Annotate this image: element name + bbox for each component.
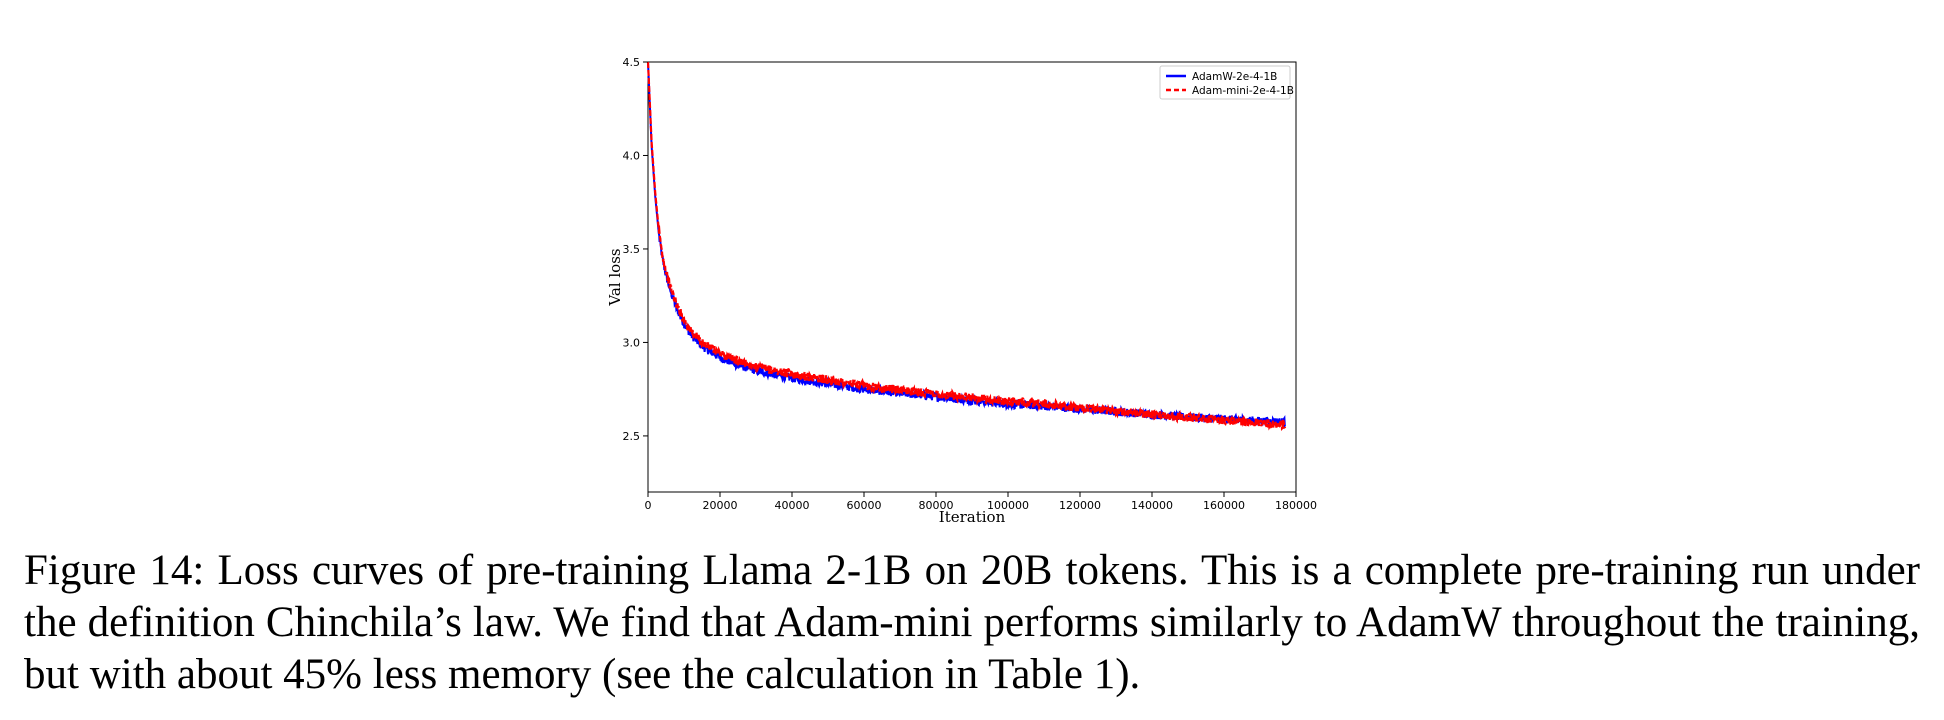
figure-caption: Figure 14: Loss curves of pre-training L… <box>24 547 1920 698</box>
plot-area <box>647 61 1297 493</box>
x-tick-label: 60000 <box>847 499 882 512</box>
y-tick-label: 3.0 <box>623 336 641 349</box>
legend-box <box>1159 65 1291 100</box>
x-tick-label: 140000 <box>1131 499 1173 512</box>
loss-chart: 0 20000 40000 60000 80000 100000 120000 140000 1… <box>606 56 1317 526</box>
y-tick-label: 4.0 <box>623 149 641 162</box>
x-tick-label: 0 <box>645 499 652 512</box>
x-tick-label: 80000 <box>919 499 954 512</box>
y-tick-label: 4.5 <box>623 56 641 69</box>
x-tick-label: 40000 <box>775 499 810 512</box>
x-tick-label: 160000 <box>1203 499 1245 512</box>
series-layer <box>646 61 1287 432</box>
y-tick-label: 3.5 <box>623 243 641 256</box>
x-axis: 0 20000 40000 60000 80000 100000 120000 140000 1… <box>645 492 1317 512</box>
y-axis: 2.5 3.0 3.5 4.0 4.5 <box>623 56 648 443</box>
x-tick-label: 20000 <box>703 499 738 512</box>
legend-label-adamw: AdamW-2e-4-1B <box>1192 71 1277 83</box>
x-tick-label: 120000 <box>1059 499 1101 512</box>
x-axis-title: Iteration <box>939 508 1006 526</box>
x-tick-label: 100000 <box>987 499 1029 512</box>
y-tick-label: 2.5 <box>623 430 641 443</box>
x-tick-label: 180000 <box>1275 499 1317 512</box>
series-line-adam-mini <box>646 61 1287 432</box>
legend-label-adam-mini: Adam-mini-2e-4-1B <box>1192 85 1294 97</box>
legend: AdamW-2e-4-1B Adam-mini-2e-4-1B <box>1159 65 1294 100</box>
y-axis-title: Val loss <box>606 248 624 306</box>
